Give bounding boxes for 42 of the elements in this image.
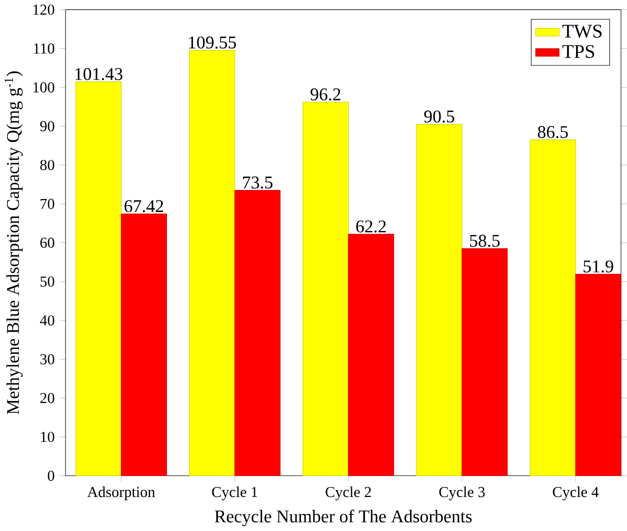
y-axis-title: Methylene Blue Adsorption Capacity Q(mg g$^{-1}$) xyxy=(4,72,23,414)
data-label: 51.9 xyxy=(584,260,614,273)
bar xyxy=(416,124,462,476)
y-tick-label: 60 xyxy=(40,238,54,248)
data-label: 109.55 xyxy=(189,36,236,49)
x-tick-label: Cycle 3 xyxy=(439,486,485,500)
data-label: 101.43 xyxy=(75,68,122,80)
data-label: 86.5 xyxy=(538,126,568,138)
data-label: 96.2 xyxy=(310,88,340,101)
x-tick-label: Cycle 4 xyxy=(552,486,599,500)
bar xyxy=(75,82,122,476)
y-tick-label: 120 xyxy=(33,4,54,15)
bar xyxy=(462,248,508,476)
x-tick-label: Adsorption xyxy=(87,486,155,500)
y-tick-label: 30 xyxy=(40,354,54,364)
bar xyxy=(348,234,394,476)
bar xyxy=(234,190,280,476)
y-tick-label: 40 xyxy=(40,315,54,326)
data-label: 90.5 xyxy=(424,110,454,123)
data-label: 58.5 xyxy=(470,234,500,248)
y-tick-label: 80 xyxy=(40,160,54,170)
legend-label: TPS xyxy=(562,45,594,58)
bar xyxy=(530,140,576,476)
y-tick-label: 90 xyxy=(40,121,54,132)
data-label: 73.5 xyxy=(243,176,272,189)
data-label: 62.2 xyxy=(356,220,386,233)
x-tick-label: Cycle 1 xyxy=(212,486,258,500)
bar xyxy=(575,274,622,476)
data-label: 67.42 xyxy=(124,200,164,212)
y-tick-label: 100 xyxy=(33,82,54,93)
legend-label: TWS xyxy=(562,24,602,38)
y-tick-label: 10 xyxy=(41,432,54,442)
y-tick-label: 70 xyxy=(40,198,54,210)
bar xyxy=(120,214,167,476)
y-tick-label: 0 xyxy=(48,470,54,482)
y-tick-label: 50 xyxy=(40,276,54,287)
bar xyxy=(189,50,236,476)
y-tick-label: 20 xyxy=(40,393,54,404)
bar xyxy=(302,102,349,476)
y-tick-label: 110 xyxy=(34,44,54,54)
x-tick-label: Cycle 2 xyxy=(326,486,371,500)
x-axis-title: Recycle Number of The Adsorbents xyxy=(214,510,472,526)
